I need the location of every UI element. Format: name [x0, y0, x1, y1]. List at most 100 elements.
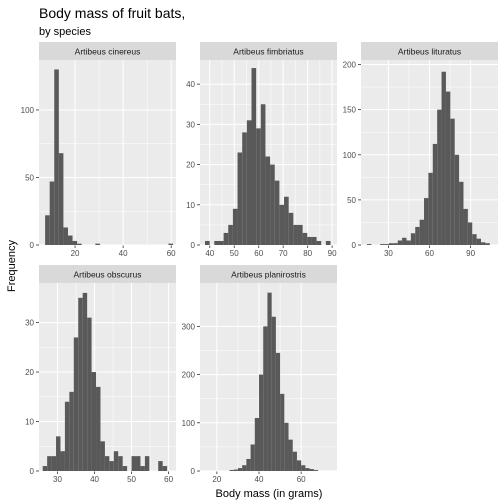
y-tick-label: 0 [191, 467, 196, 476]
histogram-bar [441, 71, 446, 245]
facet-strip [200, 42, 337, 60]
x-tick-label: 60 [297, 475, 306, 484]
histogram-bar [302, 232, 308, 245]
histogram-bar [459, 181, 464, 245]
y-tick-label: 0 [30, 241, 35, 250]
histogram-bar [256, 128, 261, 245]
y-tick-label: 200 [343, 61, 357, 70]
y-axis-label: Frequency [6, 240, 18, 292]
histogram-bar [313, 470, 319, 471]
histogram-bar [109, 461, 114, 471]
histogram-bar [481, 242, 486, 245]
histogram-bar [229, 470, 234, 471]
y-tick-label: 50 [347, 196, 356, 205]
histogram-bar [131, 456, 137, 471]
histogram-bar [49, 181, 55, 245]
histogram-bar [406, 240, 411, 245]
histogram-bar [246, 120, 252, 245]
histogram-bar [113, 451, 119, 471]
histogram-bar [45, 215, 50, 245]
facet-strip-label: Artibeus lituratus [398, 47, 461, 57]
histogram-bar [259, 374, 264, 471]
histogram-bar [450, 118, 455, 245]
histogram-bar [472, 234, 477, 245]
histogram-bar [136, 456, 141, 471]
histogram-bar [82, 292, 88, 471]
histogram-bar [284, 196, 289, 245]
histogram-bar [384, 244, 389, 245]
x-tick-label: 40 [90, 475, 99, 484]
histogram-bar [104, 456, 110, 471]
histogram-bar [47, 456, 52, 471]
histogram-bar [279, 204, 285, 245]
histogram-bar [307, 236, 312, 245]
y-tick-label: 300 [182, 322, 196, 331]
x-tick-label: 60 [254, 249, 263, 258]
y-tick-label: 30 [186, 120, 195, 129]
x-tick-label: 90 [328, 249, 337, 258]
y-tick-label: 100 [21, 106, 35, 115]
histogram-bar [214, 240, 219, 245]
histogram-bar [316, 240, 322, 245]
panel-background [39, 283, 176, 471]
x-tick-label: 40 [255, 475, 264, 484]
y-tick-label: 20 [25, 368, 34, 377]
histogram-bar [72, 240, 78, 245]
facet-panel: Artibeus fimbriatus 40 50 60 70 80 90 0 10 20 30 40 [186, 42, 337, 258]
histogram-bar [325, 240, 331, 245]
histogram-bar [140, 466, 145, 471]
histogram-bar [476, 238, 482, 245]
histogram-bar [205, 240, 210, 245]
histogram-bar [232, 208, 238, 245]
y-tick-label: 30 [25, 319, 34, 328]
x-axis-label: Body mass (in grams) [216, 488, 323, 500]
y-tick-label: 100 [182, 419, 196, 428]
histogram-bar [467, 222, 473, 245]
histogram-bar [60, 451, 65, 471]
histogram-bar [301, 465, 306, 471]
histogram-bar [242, 132, 247, 245]
histogram-bar [454, 154, 460, 245]
histogram-bar [388, 243, 394, 245]
histogram-bar [96, 386, 101, 471]
histogram-bar [270, 164, 275, 245]
histogram-bar [67, 235, 73, 245]
histogram-bar [144, 456, 150, 471]
x-tick-label: 90 [466, 249, 475, 258]
histogram-bar [437, 109, 442, 245]
histogram-bar [233, 469, 238, 471]
histogram-bar [218, 240, 224, 245]
histogram-bar [168, 243, 173, 245]
x-tick-label: 40 [205, 249, 214, 258]
histogram-bar [42, 466, 48, 471]
histogram-bar [288, 212, 294, 245]
histogram-bar [305, 468, 310, 471]
histogram-bar [309, 469, 314, 471]
histogram-bar [402, 237, 407, 245]
histogram-bar [274, 180, 280, 245]
histogram-bar [100, 441, 105, 471]
x-tick-label: 30 [384, 249, 393, 258]
histogram-bar [64, 401, 70, 471]
histogram-bar [78, 297, 83, 471]
histogram-bar [263, 326, 268, 471]
y-tick-label: 10 [25, 418, 34, 427]
histogram-bar [251, 68, 257, 245]
facet-strip-label: Artibeus fimbriatus [233, 47, 303, 57]
facet-panel: Artibeus lituratus 30 60 90 0 50 100 150 200 [343, 42, 498, 258]
histogram-bar [95, 243, 100, 245]
y-tick-label: 50 [25, 173, 34, 182]
x-tick-label: 30 [53, 475, 62, 484]
histogram-bar [463, 208, 468, 245]
facet-strip-label: Artibeus cinereus [75, 47, 141, 57]
chart-title: Body mass of fruit bats, [39, 5, 185, 21]
histogram-bar [260, 104, 266, 245]
histogram-bar [265, 156, 271, 245]
histogram-bar [158, 461, 163, 471]
histogram-bar [118, 456, 123, 471]
histogram-bar [275, 352, 281, 471]
facet-strip [200, 265, 337, 283]
y-tick-label: 0 [352, 241, 357, 250]
